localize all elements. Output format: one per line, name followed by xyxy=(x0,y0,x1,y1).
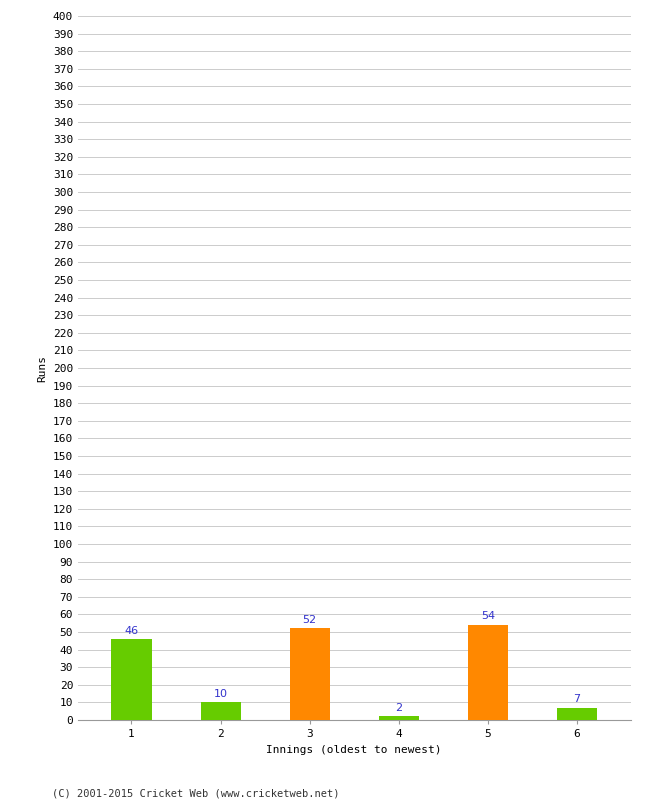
Bar xyxy=(290,629,330,720)
Bar xyxy=(557,708,597,720)
Text: 7: 7 xyxy=(573,694,580,704)
Text: 46: 46 xyxy=(124,626,138,635)
X-axis label: Innings (oldest to newest): Innings (oldest to newest) xyxy=(266,745,442,754)
Bar xyxy=(201,702,240,720)
Text: 10: 10 xyxy=(214,689,228,699)
Text: 52: 52 xyxy=(303,615,317,625)
Y-axis label: Runs: Runs xyxy=(37,354,47,382)
Bar xyxy=(468,625,508,720)
Text: (C) 2001-2015 Cricket Web (www.cricketweb.net): (C) 2001-2015 Cricket Web (www.cricketwe… xyxy=(52,788,339,798)
Text: 54: 54 xyxy=(481,611,495,622)
Text: 2: 2 xyxy=(395,703,402,713)
Bar xyxy=(379,717,419,720)
Bar xyxy=(111,639,151,720)
